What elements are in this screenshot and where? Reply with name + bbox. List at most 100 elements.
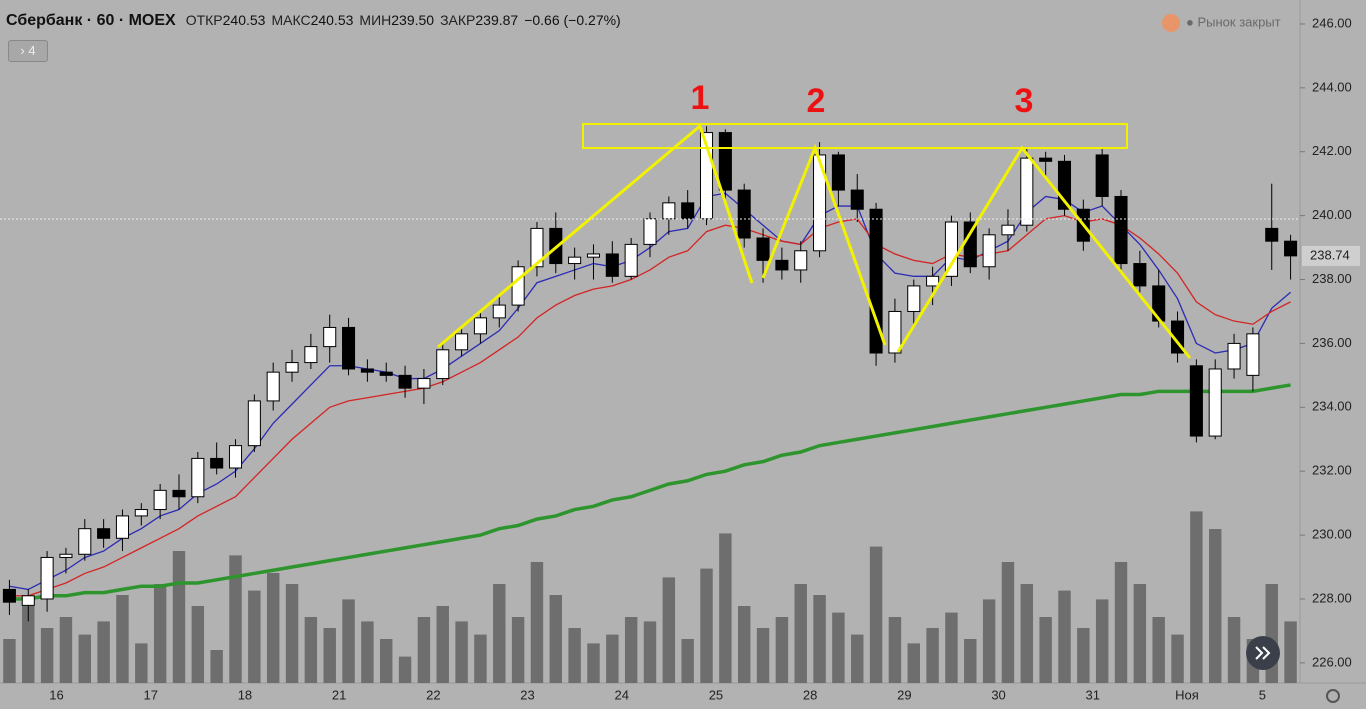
candle-body	[21, 595, 35, 606]
last-price-label: 238.74	[1310, 247, 1350, 262]
candle-body	[1246, 333, 1260, 376]
x-tick-label: 30	[991, 687, 1005, 702]
pattern-annotation: 1 2 3	[437, 79, 1192, 359]
candle-body	[794, 250, 808, 271]
x-tick-label: Ноя	[1175, 687, 1199, 702]
volume-bar	[361, 621, 374, 683]
volume-bar	[907, 643, 920, 683]
candle-body	[228, 445, 243, 469]
candle-body	[888, 310, 902, 354]
volume-bar	[1058, 590, 1071, 683]
candle-body	[813, 154, 827, 252]
volume-bar	[191, 606, 205, 683]
x-tick-label: 21	[332, 687, 346, 702]
volume-bar	[1114, 562, 1128, 683]
candle-body	[850, 189, 864, 210]
candle-body	[568, 256, 582, 265]
volume-bar	[832, 612, 845, 683]
candle-body	[417, 378, 431, 389]
candle-body	[210, 457, 224, 469]
volume-bar	[474, 634, 487, 683]
zigzag	[896, 145, 1192, 359]
volume-bar	[1077, 628, 1090, 683]
candle-body	[191, 457, 205, 498]
y-tick-label: 230.00	[1312, 527, 1352, 542]
volume-bar	[285, 584, 299, 683]
volume-bar	[266, 573, 280, 683]
candle-body	[59, 553, 73, 558]
candle-body	[153, 489, 167, 511]
volume-bar	[116, 595, 129, 683]
candle-body	[134, 509, 148, 517]
volume-bar	[945, 612, 958, 683]
volume-bar	[982, 599, 996, 683]
candle-body	[982, 234, 996, 268]
volume-bar	[813, 595, 826, 683]
candle-body	[2, 588, 16, 603]
indicators-toggle[interactable]: › 4	[8, 40, 48, 62]
candle-body	[285, 362, 299, 373]
market-status: ● Рынок закрыт	[1162, 14, 1281, 32]
ohlc-key: ОТКР	[185, 12, 223, 28]
candle-body	[360, 368, 374, 373]
volume-bar	[40, 628, 54, 683]
volume-bar	[97, 621, 110, 683]
volume-bar	[756, 628, 770, 683]
candle-body	[172, 489, 186, 498]
ohlc-value: 240.53	[310, 12, 354, 28]
candle-body	[266, 371, 280, 402]
candle-body	[247, 400, 261, 447]
candle-body	[831, 154, 845, 191]
volume-bar	[172, 551, 186, 683]
candle-body	[756, 237, 770, 261]
scroll-icon	[1255, 646, 1271, 660]
ohlc-value: 240.53	[222, 12, 266, 28]
volume-bar	[323, 628, 336, 683]
candle-body	[775, 259, 789, 271]
candle-body	[455, 333, 469, 351]
peak-number: 3	[1015, 82, 1034, 120]
volume-bar	[1284, 621, 1297, 683]
x-tick-label: 16	[49, 687, 63, 702]
candle-body	[944, 221, 958, 277]
symbol-title: Сбербанк · 60 · MOEX	[6, 12, 176, 29]
candle-body	[1020, 157, 1034, 226]
candle-body	[78, 528, 92, 555]
volume-bar	[229, 555, 242, 683]
volume-bar	[210, 650, 223, 683]
status-dot	[1162, 14, 1180, 32]
candle-body	[436, 349, 450, 380]
volume-bar	[888, 617, 902, 683]
change: −0.66 (−0.27%)	[524, 12, 621, 28]
volume-bar	[398, 656, 412, 683]
y-tick-label: 228.00	[1312, 590, 1352, 605]
y-tick-label: 240.00	[1312, 207, 1352, 222]
candle-body	[342, 326, 356, 370]
candle-body	[869, 208, 883, 354]
x-tick-label: 29	[897, 687, 911, 702]
volume-bar	[662, 577, 676, 683]
candle-body	[1265, 227, 1279, 242]
y-tick-label: 226.00	[1312, 654, 1352, 669]
ohlc-key: МАКС	[271, 12, 311, 28]
legend-header: Сбербанк · 60 · MOEX ОТКР240.53 МАКС240.53…	[6, 12, 627, 30]
x-tick-label: 5	[1259, 687, 1266, 702]
volume-bar	[59, 617, 73, 683]
volume-bar	[1020, 584, 1034, 683]
candle-body	[492, 304, 506, 319]
candle-body	[681, 202, 695, 220]
volume-bar	[530, 562, 544, 683]
candle-body	[473, 317, 487, 335]
y-tick-label: 238.00	[1312, 271, 1352, 286]
volume-bar	[775, 617, 789, 683]
ohlc-value: 239.50	[391, 12, 435, 28]
volume-bar	[926, 628, 939, 683]
candle-body	[586, 253, 601, 258]
volume-bar	[606, 634, 619, 683]
y-tick-label: 232.00	[1312, 463, 1352, 478]
candle-body	[907, 285, 921, 312]
x-tick-label: 17	[143, 687, 157, 702]
settings-button[interactable]	[1326, 689, 1340, 703]
candle-body	[511, 266, 525, 306]
